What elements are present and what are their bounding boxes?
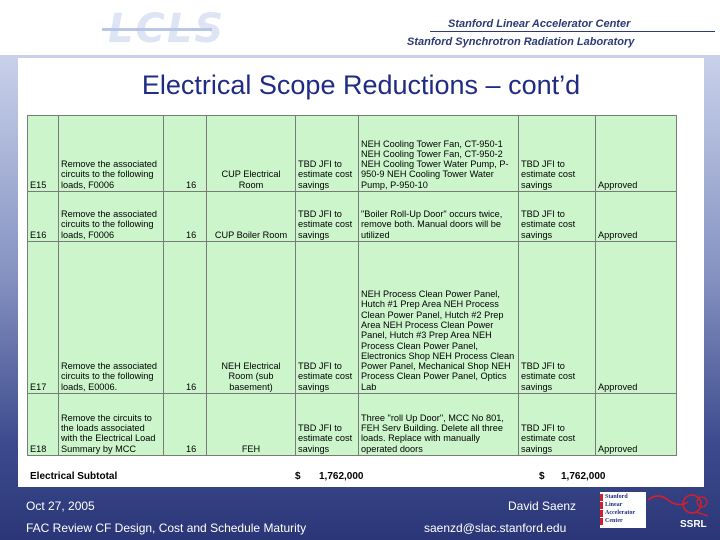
table-row: E15 Remove the associated circuits to th… <box>27 115 677 192</box>
subtotal-label: Electrical Subtotal <box>30 471 118 482</box>
svg-text:SSRL: SSRL <box>680 519 707 530</box>
row-cost-2: TBD JFI to estimate cost savings <box>518 393 596 456</box>
row-note: NEH Process Clean Power Panel, Hutch #1 … <box>358 241 519 394</box>
row-id: E17 <box>27 241 59 394</box>
row-description: Remove the associated circuits to the fo… <box>58 241 164 394</box>
table-row: E16 Remove the associated circuits to th… <box>27 191 677 242</box>
subtotal-amount: 1,762,000 <box>319 471 364 482</box>
row-status: Approved <box>595 393 677 456</box>
row-note: Three "roll Up Door", MCC No 801, FEH Se… <box>358 393 519 456</box>
subtotal-row: Electrical Subtotal $ 1,762,000 $ 1,762,… <box>30 471 690 485</box>
row-location: FEH <box>206 393 296 456</box>
row-description: Remove the associated circuits to the fo… <box>58 191 164 242</box>
table-row: E18 Remove the circuits to the loads ass… <box>27 393 677 456</box>
header-divider <box>430 31 715 32</box>
table-row: E17 Remove the associated circuits to th… <box>27 241 677 394</box>
row-cost: TBD JFI to estimate cost savings <box>295 115 359 192</box>
header-banner: LCLS Stanford Linear Accelerator Center … <box>0 0 720 55</box>
row-description: Remove the associated circuits to the fo… <box>58 115 164 192</box>
row-qty: 16 <box>163 115 207 192</box>
org-line-slac: Stanford Linear Accelerator Center <box>448 18 631 30</box>
row-location: CUP Boiler Room <box>206 191 296 242</box>
subtotal-amount-2: 1,762,000 <box>561 471 606 482</box>
subtotal-currency: $ <box>295 471 301 482</box>
scope-reductions-table: E15 Remove the associated circuits to th… <box>27 115 677 456</box>
row-cost-2: TBD JFI to estimate cost savings <box>518 241 596 394</box>
row-id: E16 <box>27 191 59 242</box>
row-note: NEH Cooling Tower Fan, CT-950-1 NEH Cool… <box>358 115 519 192</box>
row-cost-2: TBD JFI to estimate cost savings <box>518 191 596 242</box>
scope-table-panel: E15 Remove the associated circuits to th… <box>18 110 704 487</box>
row-id: E15 <box>27 115 59 192</box>
row-cost: TBD JFI to estimate cost savings <box>295 393 359 456</box>
footer-date: Oct 27, 2005 <box>26 499 95 513</box>
row-qty: 16 <box>163 241 207 394</box>
row-note: "Boiler Roll-Up Door" occurs twice, remo… <box>358 191 519 242</box>
row-cost: TBD JFI to estimate cost savings <box>295 191 359 242</box>
row-location: CUP Electrical Room <box>206 115 296 192</box>
row-status: Approved <box>595 191 677 242</box>
footer-review: FAC Review CF Design, Cost and Schedule … <box>26 521 307 535</box>
ssrl-logo: SSRL <box>647 494 709 530</box>
row-qty: 16 <box>163 191 207 242</box>
row-description: Remove the circuits to the loads associa… <box>58 393 164 456</box>
subtotal-currency-2: $ <box>539 471 545 482</box>
slide-title: Electrical Scope Reductions – cont’d <box>141 70 581 100</box>
row-status: Approved <box>595 241 677 394</box>
title-panel <box>18 58 704 110</box>
row-status: Approved <box>595 115 677 192</box>
row-id: E18 <box>27 393 59 456</box>
row-location: NEH Electrical Room (sub basement) <box>206 241 296 394</box>
lcls-logo: LCLS <box>101 6 226 52</box>
org-line-ssrl: Stanford Synchrotron Radiation Laborator… <box>407 36 635 48</box>
row-qty: 16 <box>163 393 207 456</box>
footer-email: saenzd@slac.stanford.edu <box>424 521 567 535</box>
footer-presenter: David Saenz <box>508 499 577 513</box>
slac-logo: Stanford Linear Accelerator Center <box>600 492 646 528</box>
row-cost: TBD JFI to estimate cost savings <box>295 241 359 394</box>
row-cost-2: TBD JFI to estimate cost savings <box>518 115 596 192</box>
